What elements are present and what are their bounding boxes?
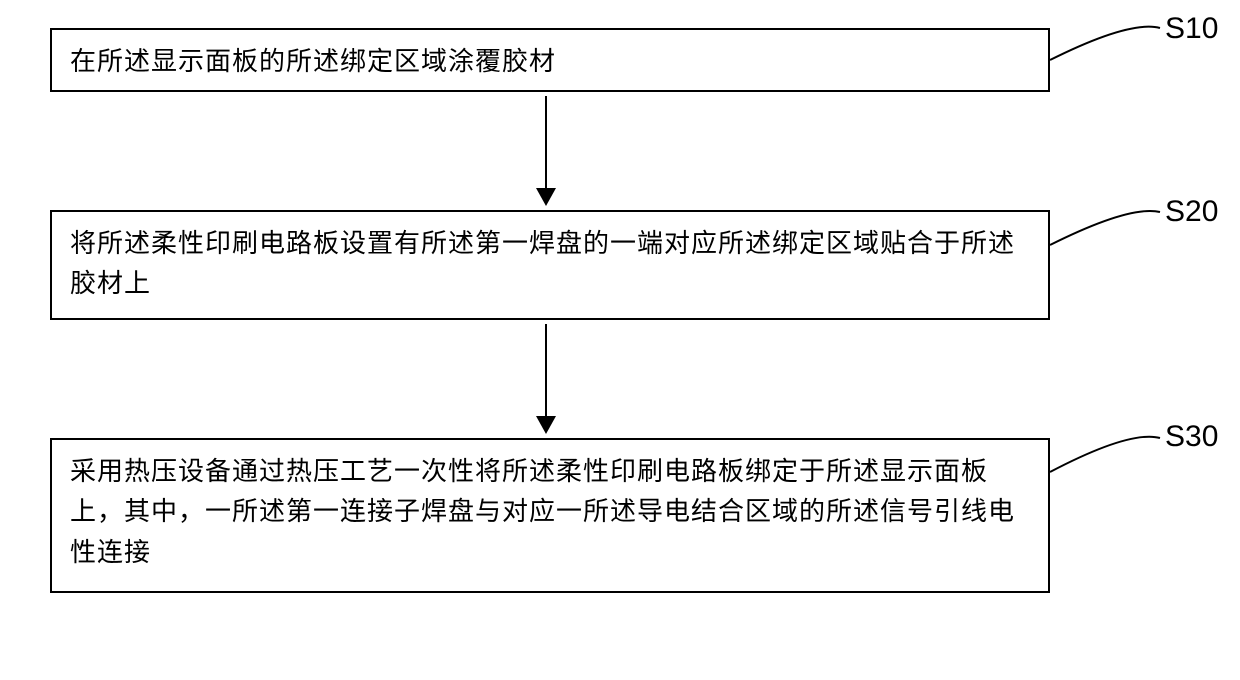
step-text-s20: 将所述柔性印刷电路板设置有所述第一焊盘的一端对应所述绑定区域贴合于所述胶材上: [70, 224, 1030, 305]
flowchart-canvas: 在所述显示面板的所述绑定区域涂覆胶材 S10 将所述柔性印刷电路板设置有所述第一…: [0, 0, 1240, 680]
step-text-s30: 采用热压设备通过热压工艺一次性将所述柔性印刷电路板绑定于所述显示面板上，其中，一…: [70, 452, 1030, 573]
step-label-s30: S30: [1165, 420, 1218, 454]
step-label-s20: S20: [1165, 195, 1218, 229]
step-label-s10: S10: [1165, 12, 1218, 46]
arrow-s20-s30: [545, 324, 547, 432]
step-box-s10: 在所述显示面板的所述绑定区域涂覆胶材: [50, 28, 1050, 92]
arrow-s10-s20: [545, 96, 547, 204]
step-text-s10: 在所述显示面板的所述绑定区域涂覆胶材: [70, 42, 1030, 82]
step-box-s20: 将所述柔性印刷电路板设置有所述第一焊盘的一端对应所述绑定区域贴合于所述胶材上: [50, 210, 1050, 320]
step-box-s30: 采用热压设备通过热压工艺一次性将所述柔性印刷电路板绑定于所述显示面板上，其中，一…: [50, 438, 1050, 593]
